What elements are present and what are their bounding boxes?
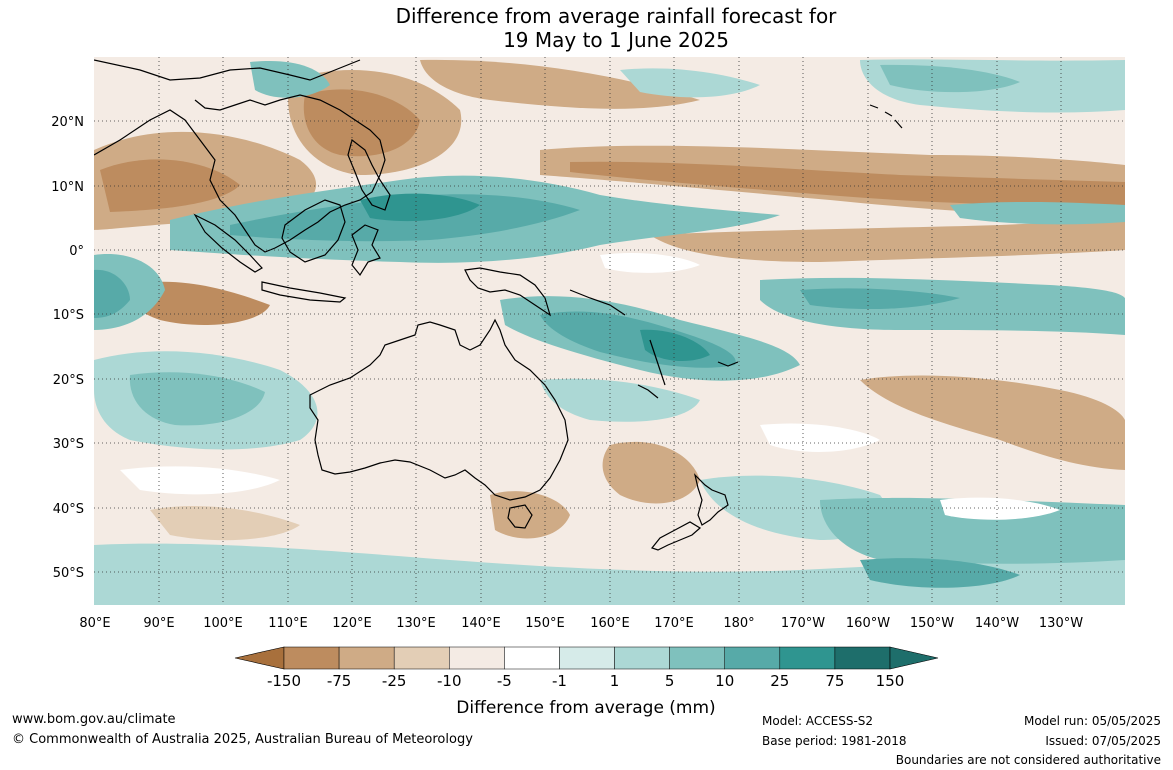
title-line-2: 19 May to 1 June 2025 <box>503 28 729 52</box>
colorbar-tick-label: 10 <box>715 672 734 690</box>
lon-label: 130°W <box>1039 616 1083 631</box>
longitude-labels: 80°E 90°E 100°E 110°E 120°E 130°E 140°E … <box>79 616 1083 631</box>
colorbar-tick-label: -1 <box>552 672 567 690</box>
colorbar-segment <box>614 646 670 670</box>
colorbar-tick-label: -150 <box>267 672 301 690</box>
colorbar-tick-label: -5 <box>497 672 512 690</box>
lat-label: 20°N <box>51 115 84 130</box>
colorbar-tick-label: 5 <box>665 672 675 690</box>
lon-label: 100°E <box>203 616 243 631</box>
lat-label: 30°S <box>53 437 84 452</box>
colorbar-tick-label: 1 <box>610 672 620 690</box>
lon-label: 110°E <box>268 616 308 631</box>
colorbar-segment <box>504 646 560 670</box>
copyright: © Commonwealth of Australia 2025, Austra… <box>12 732 473 747</box>
solomon-islands-coastline <box>569 289 626 316</box>
coastlines <box>94 59 903 551</box>
colorbar-low-arrow <box>234 646 285 670</box>
issued-date: Issued: 07/05/2025 <box>1045 734 1161 748</box>
colorbar-segment <box>283 646 340 670</box>
graticule <box>94 57 1125 605</box>
new-caledonia-coastline <box>637 384 659 399</box>
colorbar-segment <box>393 646 450 670</box>
lon-label: 160°E <box>590 616 630 631</box>
vanuatu-coastline <box>649 339 666 386</box>
colorbar-tick-labels: -150 -75 -25 -10 -5 -1 1 5 10 25 75 150 <box>267 672 904 690</box>
lon-label: 170°W <box>781 616 825 631</box>
new-guinea-coastline <box>464 267 552 317</box>
colorbar-segments <box>283 646 891 670</box>
lat-label: 50°S <box>53 566 84 581</box>
asia-coastline <box>94 59 361 81</box>
colorbar-tick-label: 25 <box>770 672 789 690</box>
colorbar-tick-label: 75 <box>825 672 844 690</box>
new-zealand-south-island <box>650 521 702 551</box>
website-link[interactable]: www.bom.gov.au/climate <box>12 712 176 727</box>
southeast-asia-coastline <box>94 94 386 253</box>
lat-label: 0° <box>69 244 84 259</box>
near-average-regions <box>120 253 1060 520</box>
lat-label: 20°S <box>53 373 84 388</box>
boundaries-disclaimer: Boundaries are not considered authoritat… <box>895 753 1161 767</box>
hawaii-coastline <box>869 104 903 129</box>
map-title: Difference from average rainfall forecas… <box>0 4 1173 52</box>
wetter-than-average-regions <box>94 59 1125 605</box>
colorbar-tick-label: -75 <box>327 672 352 690</box>
lon-label: 170°E <box>654 616 694 631</box>
latitude-labels: 20°N 10°N 0° 10°S 20°S 30°S 40°S 50°S <box>51 115 84 581</box>
australia-coastline <box>309 318 569 501</box>
lat-label: 10°N <box>51 180 84 195</box>
lon-label: 150°W <box>910 616 954 631</box>
colorbar-tick-label: 150 <box>876 672 905 690</box>
base-period: Base period: 1981-2018 <box>762 734 907 748</box>
fiji-coastline <box>717 361 739 367</box>
colorbar-segment <box>724 646 781 670</box>
sumatra-coastline <box>193 213 263 273</box>
java-coastline <box>261 281 347 303</box>
title-line-1: Difference from average rainfall forecas… <box>395 4 837 28</box>
colorbar-segment <box>779 646 836 670</box>
lat-label: 40°S <box>53 502 84 517</box>
lon-label: 120°E <box>332 616 372 631</box>
lon-label: 160°W <box>846 616 890 631</box>
colorbar-tick-label: -10 <box>437 672 462 690</box>
lon-label: 150°E <box>525 616 565 631</box>
lat-label: 10°S <box>53 308 84 323</box>
model-name: Model: ACCESS-S2 <box>762 714 874 728</box>
borneo-coastline <box>281 199 346 263</box>
tasmania-coastline <box>507 504 533 529</box>
lon-label: 90°E <box>143 616 174 631</box>
drier-than-average-regions <box>94 59 1125 588</box>
colorbar-segment <box>338 646 395 670</box>
colorbar-segment <box>669 646 725 670</box>
lon-label: 130°E <box>396 616 436 631</box>
lon-label: 140°W <box>975 616 1019 631</box>
model-run-date: Model run: 05/05/2025 <box>1023 714 1161 728</box>
new-zealand-north-island <box>693 473 729 526</box>
sulawesi-coastline <box>351 224 381 277</box>
colorbar: -150 -75 -25 -10 -5 -1 1 5 10 25 75 150 Difference … <box>234 646 939 718</box>
lon-label: 140°E <box>461 616 501 631</box>
lon-label: 80°E <box>79 616 110 631</box>
colorbar-tick-label: -25 <box>382 672 407 690</box>
colorbar-segment <box>834 646 891 670</box>
colorbar-segment <box>559 646 615 670</box>
colorbar-high-arrow <box>889 646 939 670</box>
lon-label: 180° <box>723 616 754 631</box>
philippines-coastline <box>347 138 391 211</box>
colorbar-segment <box>449 646 505 670</box>
colorbar-label: Difference from average (mm) <box>456 698 715 718</box>
map-panel <box>94 57 1125 605</box>
